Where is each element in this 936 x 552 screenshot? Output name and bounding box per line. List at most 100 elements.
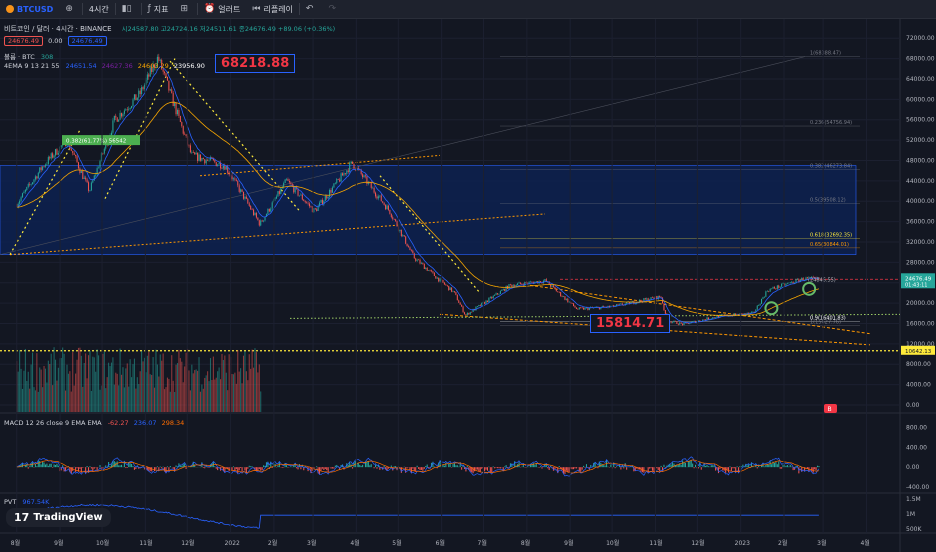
volume-bar — [195, 369, 197, 412]
candle-body — [459, 302, 461, 305]
price-axis-tick: 56000.00 — [906, 117, 935, 124]
volume-bar — [155, 349, 157, 412]
indicators-button[interactable]: ƒ 지표 — [142, 0, 175, 18]
volume-bar — [27, 371, 29, 412]
candle-body — [353, 163, 355, 169]
candle-body — [316, 209, 318, 211]
candle-body — [791, 281, 793, 283]
candle-body — [182, 126, 184, 134]
candle-body — [557, 291, 559, 293]
fib-level-label: 0.9(16401.83) — [810, 315, 846, 321]
volume-bar — [63, 353, 65, 412]
time-axis-tick: 10월 — [96, 539, 109, 547]
volume-bar — [251, 349, 253, 412]
volume-bar — [66, 364, 68, 412]
candle-body — [798, 279, 800, 282]
interval-button[interactable]: 4시간 — [88, 4, 109, 14]
volume-bar — [191, 364, 193, 412]
volume-bar — [197, 370, 199, 412]
candle-body — [561, 295, 563, 297]
time-axis-tick: 3월 — [817, 539, 826, 547]
macd-axis-tick: -400.00 — [906, 484, 929, 491]
candle-body — [745, 313, 747, 315]
candle-body — [491, 297, 493, 299]
replay-button[interactable]: ⏮ 리플레이 — [246, 0, 299, 18]
candle-body — [56, 149, 58, 155]
candle-body — [697, 320, 699, 322]
volume-bar — [258, 364, 260, 412]
candle-body — [60, 145, 62, 147]
volume-bar — [116, 373, 118, 412]
pvt-legend[interactable]: PVT 967.54K — [4, 498, 49, 506]
candle-body — [297, 188, 299, 196]
candle-body — [802, 277, 804, 281]
volume-legend[interactable]: 볼륨 · BTC 308 — [4, 51, 53, 61]
undo-button[interactable]: ↶ — [300, 0, 323, 18]
candle-body — [577, 308, 579, 310]
volume-bar — [162, 353, 164, 412]
candle-body — [758, 305, 760, 307]
candle-body — [683, 322, 685, 326]
candle-body — [773, 287, 775, 289]
add-symbol-button[interactable]: ⊕ — [59, 0, 82, 18]
candle-body — [92, 180, 94, 183]
candle-body — [568, 301, 570, 303]
volume-bar — [224, 355, 226, 412]
bar-style-button[interactable]: ▮▯ — [116, 0, 141, 18]
candle-body — [85, 177, 87, 180]
fib-label-text: 0.382(61.77%) 56542 — [66, 139, 126, 145]
volume-bar — [79, 347, 81, 412]
candle-body — [796, 279, 798, 280]
volume-bar — [90, 390, 92, 412]
ask-button[interactable]: 24676.49 — [67, 36, 107, 46]
candle-body — [806, 277, 809, 279]
ema-value-2: 24627.36 — [101, 62, 133, 70]
candle-body — [709, 318, 711, 320]
price-axis-tick: 4000.00 — [906, 382, 931, 389]
tradingview-logo[interactable]: 17 TradingView — [6, 508, 111, 527]
candle-body — [515, 285, 517, 287]
volume-bar — [86, 378, 88, 412]
candle-body — [587, 307, 589, 310]
candle-body — [125, 109, 127, 111]
candle-body — [304, 201, 306, 203]
volume-bar — [23, 370, 25, 412]
volume-bar — [20, 368, 22, 412]
candle-body — [641, 301, 643, 303]
candle-body — [178, 109, 180, 117]
bid-button[interactable]: 24676.49 — [4, 36, 44, 46]
candle-body — [643, 298, 645, 303]
symbol-search[interactable]: BTCUSD — [0, 0, 59, 18]
time-axis-tick: 6월 — [436, 539, 445, 547]
macd-legend[interactable]: MACD 12 26 close 9 EMA EMA -62.27 236.07… — [4, 419, 184, 427]
price-axis-tick: 40000.00 — [906, 198, 935, 205]
volume-bar — [192, 373, 194, 412]
candle-body — [277, 191, 279, 197]
candle-body — [118, 119, 120, 122]
candle-body — [418, 259, 420, 261]
time-axis-tick: 4월 — [860, 539, 869, 547]
alert-button[interactable]: ⏰ 얼러트 — [198, 0, 246, 18]
candle-body — [362, 174, 364, 178]
candle-body — [766, 291, 768, 292]
candle-body — [659, 295, 661, 297]
candle-body — [753, 311, 755, 313]
volume-bar — [218, 367, 220, 412]
volume-bar — [235, 383, 237, 412]
volume-bar — [131, 377, 133, 412]
candle-body — [23, 191, 25, 194]
volume-bar — [34, 390, 36, 412]
candle-body — [436, 277, 438, 279]
trendline — [199, 154, 441, 177]
candle-body — [423, 264, 425, 269]
ema-legend[interactable]: 4EMA 9 13 21 55 24651.54 24627.36 24603.… — [4, 62, 205, 70]
candle-body — [699, 320, 701, 322]
volume-value: 308 — [40, 53, 54, 61]
redo-button[interactable]: ↷ — [322, 0, 345, 18]
candle-body — [95, 174, 97, 176]
price-chart[interactable]: 1(68388.47) 0.236(54756.94) 0.382(46273.84… — [0, 19, 936, 552]
layout-button[interactable]: ⊞ — [175, 0, 198, 18]
candle-body — [489, 297, 491, 298]
time-axis-tick: 10월 — [606, 539, 619, 547]
candle-body — [735, 313, 737, 315]
